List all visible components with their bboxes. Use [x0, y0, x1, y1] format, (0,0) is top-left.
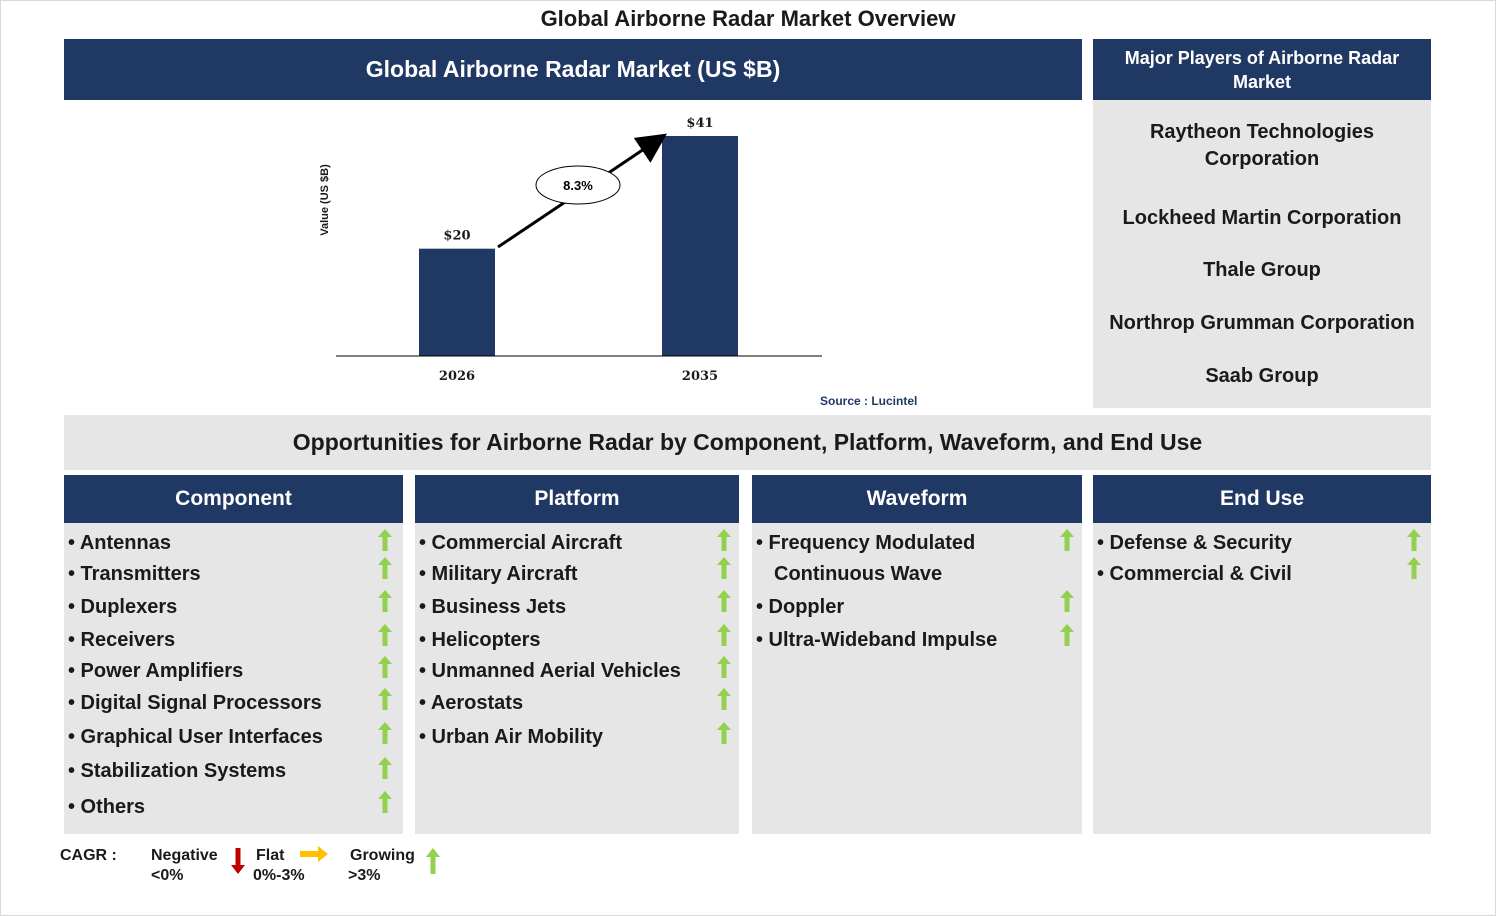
up-arrow-icon [378, 722, 392, 744]
segment-item: • Transmitters [68, 563, 201, 585]
bar-chart: Value (US $B) $20 2026 $41 2035 8.3% [319, 116, 822, 384]
up-arrow-icon [717, 557, 731, 579]
bar-2035 [662, 136, 738, 356]
up-arrow-icon [378, 529, 392, 551]
segment-item: • Antennas [68, 532, 171, 554]
page-title: Global Airborne Radar Market Overview [540, 6, 956, 31]
legend-negative-label: Negative [151, 847, 218, 864]
legend-flat-label: Flat [256, 847, 285, 864]
up-arrow-icon [717, 624, 731, 646]
legend-negative-range: <0% [151, 867, 184, 884]
segment-item: • Defense & Security [1097, 532, 1292, 554]
bar-value-label: $41 [686, 116, 713, 131]
segment-item: • Duplexers [68, 596, 178, 618]
right-arrow-icon [300, 846, 328, 862]
up-arrow-icon [378, 624, 392, 646]
down-arrow-icon [231, 848, 245, 874]
segment-header-platform: Platform [415, 475, 739, 523]
up-arrow-icon [1060, 529, 1074, 551]
segment-item: • Stabilization Systems [68, 760, 287, 782]
segment-item: • Frequency Modulated [756, 532, 976, 554]
up-arrow-icon [717, 722, 731, 744]
segment-list-waveform: • Frequency Modulated Continuous Wave • … [752, 523, 1082, 834]
legend-growing-range: >3% [348, 867, 381, 884]
player-item: Thale Group [1203, 259, 1321, 281]
segment-item: • Graphical User Interfaces [68, 726, 323, 748]
up-arrow-icon [378, 757, 392, 779]
segment-item: • Power Amplifiers [68, 660, 244, 682]
player-item: Lockheed Martin Corporation [1122, 207, 1402, 229]
segment-header-end-use: End Use [1093, 475, 1431, 523]
legend-flat-range: 0%-3% [253, 867, 305, 884]
up-arrow-icon [378, 557, 392, 579]
chart-header: Global Airborne Radar Market (US $B) [64, 39, 1082, 100]
segment-item: • Ultra-Wideband Impulse [756, 629, 998, 651]
player-item: Raytheon Technologies Corporation [1149, 121, 1375, 170]
segment-list-end-use: • Defense & Security • Commercial & Civi… [1093, 523, 1431, 834]
segment-item: • Commercial Aircraft [419, 532, 622, 554]
up-arrow-icon [717, 590, 731, 612]
up-arrow-icon [426, 848, 440, 874]
x-tick-label: 2035 [682, 369, 718, 384]
bar-2026 [419, 248, 495, 356]
segment-item: • Digital Signal Processors [68, 692, 322, 714]
segment-item: • Helicopters [419, 629, 541, 651]
up-arrow-icon [717, 688, 731, 710]
segment-item: • Business Jets [419, 596, 567, 618]
chart-source: Source : Lucintel [820, 394, 918, 408]
bar-value-label: $20 [443, 229, 470, 244]
players-list: Raytheon Technologies Corporation Lockhe… [1093, 100, 1431, 408]
up-arrow-icon [378, 590, 392, 612]
segment-header-waveform: Waveform [752, 475, 1082, 523]
up-arrow-icon [1407, 557, 1421, 579]
x-tick-label: 2026 [439, 369, 475, 384]
segment-item: • Doppler [756, 596, 845, 618]
player-item: Saab Group [1205, 365, 1319, 387]
up-arrow-icon [1407, 529, 1421, 551]
players-header: Major Players of Airborne Radar Market [1093, 39, 1431, 100]
segment-header-component: Component [64, 475, 403, 523]
segment-item: • Commercial & Civil [1097, 563, 1292, 585]
segment-item: • Unmanned Aerial Vehicles [419, 660, 681, 682]
cagr-annotation: 8.3% [563, 178, 593, 193]
cagr-ellipse [535, 165, 621, 205]
up-arrow-icon [378, 791, 392, 813]
player-item: Northrop Grumman Corporation [1109, 312, 1415, 334]
segment-list-component: • Antennas • Transmitters • Duplexers • … [64, 523, 403, 834]
segment-list-platform: • Commercial Aircraft • Military Aircraf… [415, 523, 739, 834]
segment-item: Continuous Wave [774, 563, 943, 585]
y-axis-label: Value (US $B) [319, 164, 331, 236]
legend-growing-label: Growing [350, 847, 415, 864]
segment-item: • Aerostats [419, 692, 524, 714]
opportunities-title: Opportunities for Airborne Radar by Comp… [64, 415, 1431, 470]
up-arrow-icon [378, 656, 392, 678]
up-arrow-icon [717, 529, 731, 551]
up-arrow-icon [717, 656, 731, 678]
up-arrow-icon [378, 688, 392, 710]
segment-item: • Urban Air Mobility [419, 726, 604, 748]
up-arrow-icon [1060, 590, 1074, 612]
legend-cagr-label: CAGR : [60, 847, 117, 864]
segment-item: • Receivers [68, 629, 176, 651]
up-arrow-icon [1060, 624, 1074, 646]
segment-item: • Military Aircraft [419, 563, 578, 585]
segment-item: • Others [68, 796, 146, 818]
